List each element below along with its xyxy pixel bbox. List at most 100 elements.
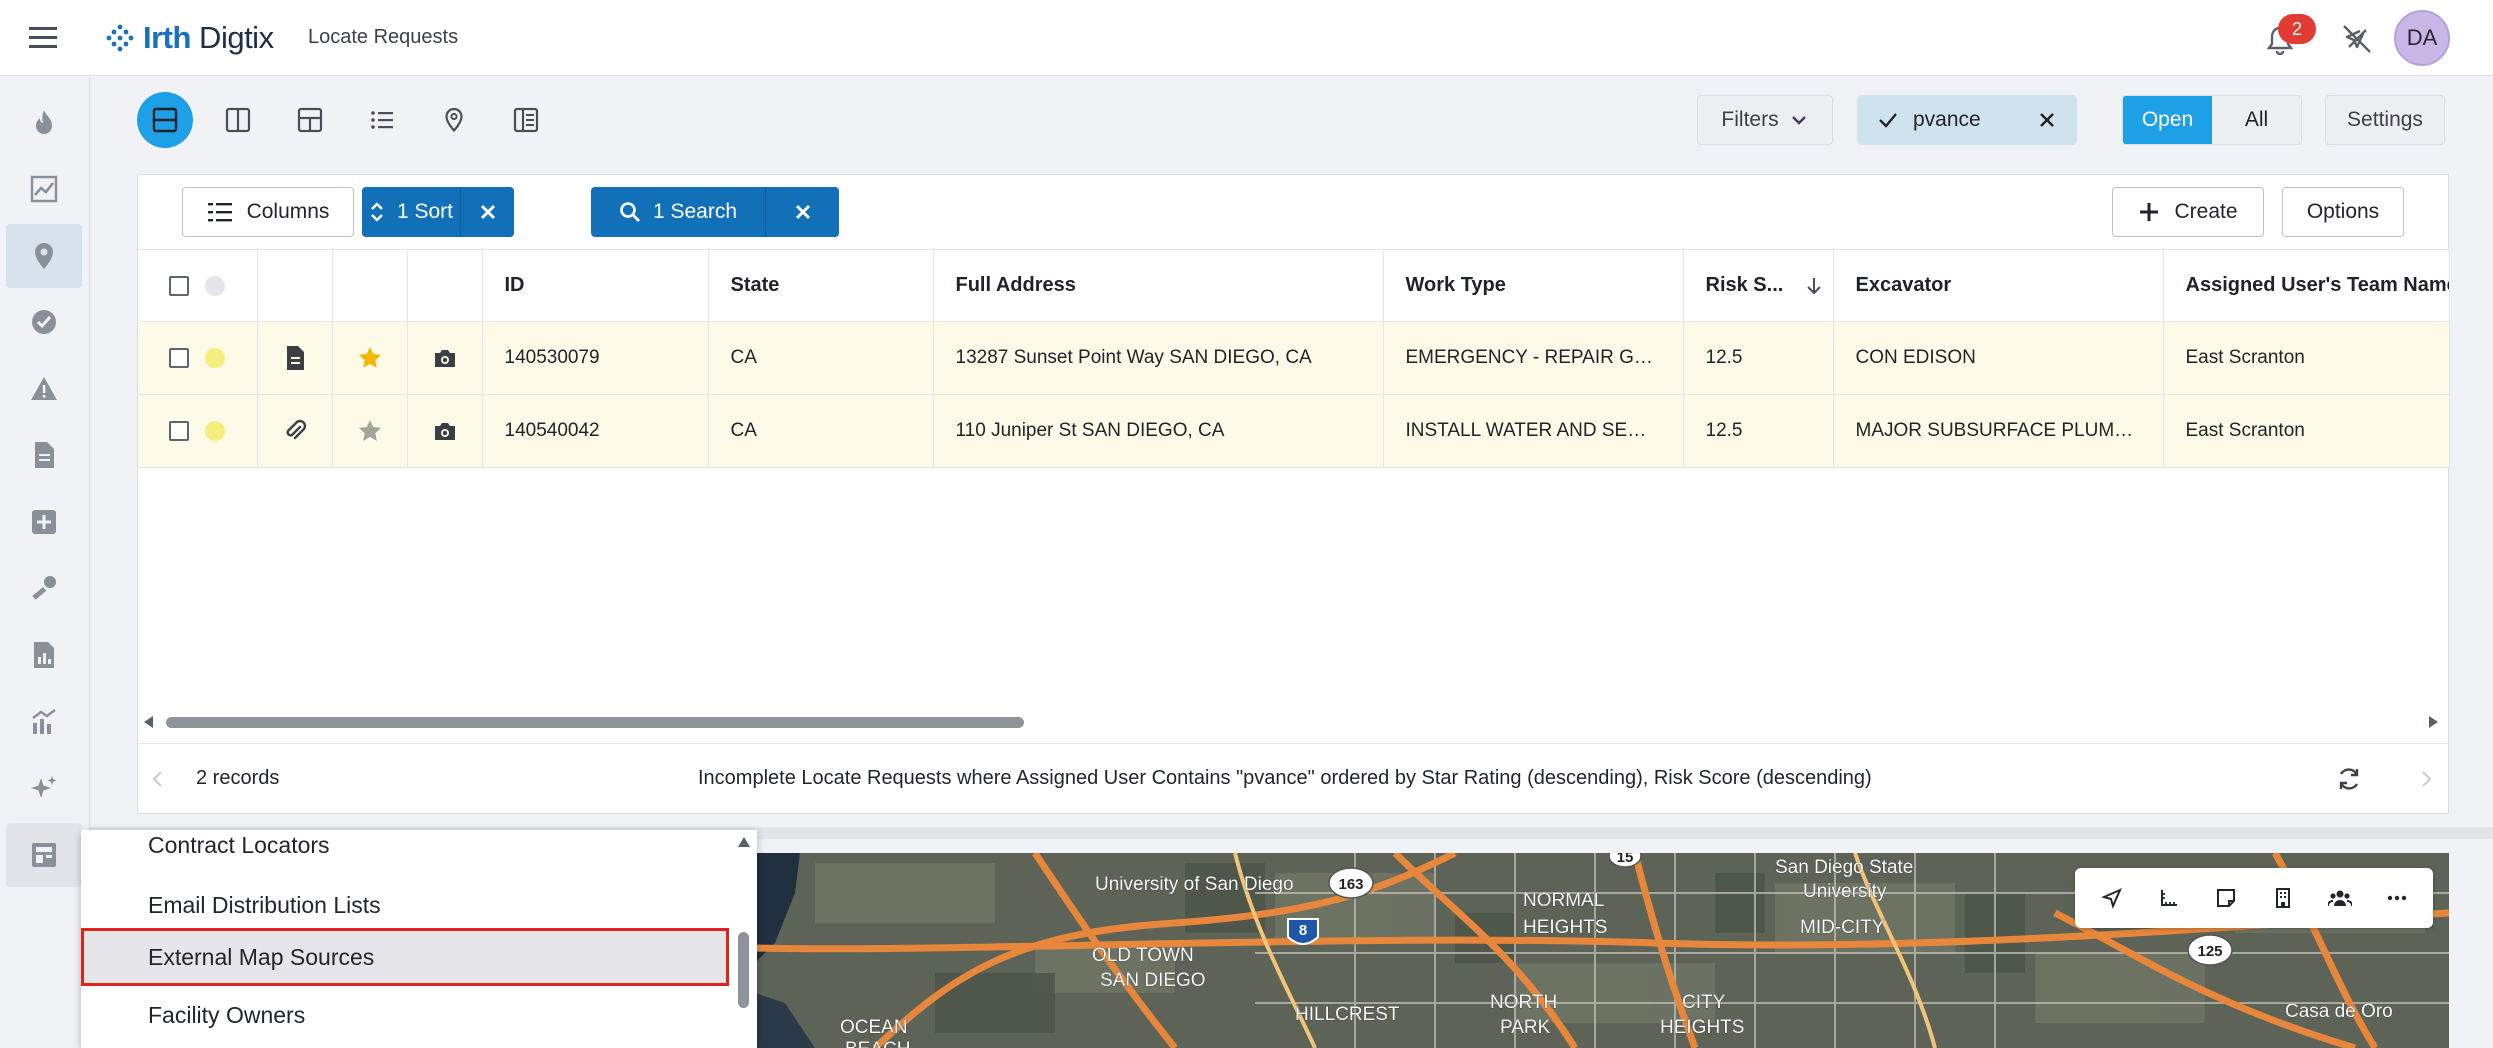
cell-address[interactable]: 13287 Sunset Point Way SAN DIEGO, CA <box>933 321 1384 395</box>
open-toggle-button[interactable]: Open <box>2123 96 2212 144</box>
group-icon[interactable] <box>2320 878 2360 918</box>
rail-trend-chart-icon[interactable] <box>6 157 82 221</box>
photo-column-header[interactable] <box>407 249 483 322</box>
row-checkbox[interactable] <box>169 421 190 441</box>
column-header-risk-score[interactable]: Risk S... <box>1683 249 1834 322</box>
clear-sort-button[interactable] <box>461 187 514 237</box>
cell-excavator[interactable]: MAJOR SUBSURFACE PLUMBI... <box>1833 394 2164 468</box>
rail-locate-requests-icon[interactable] <box>6 224 82 288</box>
rail-fire-icon[interactable] <box>6 91 82 155</box>
rail-bar-report-icon[interactable] <box>6 623 82 687</box>
cell-state[interactable]: CA <box>708 321 934 395</box>
menu-item-contract-locators[interactable]: Contract Locators <box>148 831 330 858</box>
cell-address[interactable]: 110 Juniper St SAN DIEGO, CA <box>933 394 1384 468</box>
photo-cell[interactable] <box>407 394 483 468</box>
star-column-header[interactable] <box>332 249 408 322</box>
location-off-icon[interactable] <box>2338 20 2376 58</box>
filters-button[interactable]: Filters <box>1697 95 1833 145</box>
prev-page-icon[interactable] <box>150 770 166 788</box>
refresh-icon[interactable] <box>2336 766 2362 792</box>
close-icon <box>480 204 495 220</box>
table-row[interactable]: 140530079 CA 13287 Sunset Point Way SAN … <box>138 321 2450 395</box>
rail-document-icon[interactable] <box>6 423 82 487</box>
brand-logo[interactable]: Irth Digtix <box>105 18 274 58</box>
search-button[interactable]: 1 Search <box>591 187 765 237</box>
scroll-up-icon[interactable] <box>737 836 751 848</box>
map-view-button[interactable] <box>426 92 482 148</box>
row-checkbox[interactable] <box>169 348 190 368</box>
quad-view-button[interactable] <box>282 92 338 148</box>
attachment-cell[interactable] <box>257 394 333 468</box>
next-page-icon[interactable] <box>2418 770 2434 788</box>
cell-id[interactable]: 140530079 <box>482 321 709 395</box>
rail-tools-icon[interactable] <box>6 557 82 621</box>
map-label: SAN DIEGO <box>1100 970 1206 991</box>
rail-sparkle-icon[interactable] <box>6 757 82 821</box>
attachment-cell[interactable] <box>257 321 333 395</box>
cell-team-name[interactable]: East Scranton <box>2163 394 2450 468</box>
map-label: MID-CITY <box>1800 917 1885 938</box>
measure-icon[interactable] <box>2149 878 2189 918</box>
user-filter-chip[interactable]: pvance <box>1857 95 2077 145</box>
table-row[interactable]: 140540042 CA 110 Juniper St SAN DIEGO, C… <box>138 394 2450 468</box>
rail-admin-icon[interactable] <box>6 823 82 887</box>
columns-icon <box>207 203 232 222</box>
building-icon[interactable] <box>2263 878 2303 918</box>
star-cell[interactable] <box>332 394 408 468</box>
menu-icon[interactable] <box>26 22 60 54</box>
search-divider <box>765 187 766 237</box>
cell-work-type[interactable]: EMERGENCY - REPAIR GAS ... <box>1383 321 1684 395</box>
column-header-team-name[interactable]: Assigned User's Team Name <box>2163 249 2450 322</box>
rail-check-circle-icon[interactable] <box>6 290 82 354</box>
create-button[interactable]: Create <box>2112 187 2264 237</box>
sort-button[interactable]: 1 Sort <box>362 187 460 237</box>
list-view-button[interactable] <box>354 92 410 148</box>
detail-view-button[interactable] <box>498 92 554 148</box>
column-header-excavator[interactable]: Excavator <box>1833 249 2164 322</box>
brand-name: Irth Digtix <box>143 20 274 55</box>
map-label: San Diego State <box>1775 857 1913 878</box>
menu-item-email-distribution-lists[interactable]: Email Distribution Lists <box>148 891 381 918</box>
scroll-left-icon[interactable] <box>142 715 156 729</box>
menu-item-external-map-sources[interactable]: External Map Sources <box>81 928 729 986</box>
clear-search-button[interactable] <box>766 187 839 237</box>
scroll-right-icon[interactable] <box>2426 715 2440 729</box>
more-icon[interactable] <box>2377 878 2417 918</box>
photo-cell[interactable] <box>407 321 483 395</box>
settings-button[interactable]: Settings <box>2325 95 2445 145</box>
column-header-state[interactable]: State <box>708 249 934 322</box>
rail-analytics-icon[interactable] <box>6 690 82 754</box>
rail-warning-icon[interactable] <box>6 357 82 421</box>
horizontal-scroll-thumb[interactable] <box>166 717 1024 728</box>
cell-excavator[interactable]: CON EDISON <box>1833 321 2164 395</box>
all-toggle-button[interactable]: All <box>2244 108 2269 131</box>
cell-work-type[interactable]: INSTALL WATER AND SEWER <box>1383 394 1684 468</box>
column-header-work-type[interactable]: Work Type <box>1383 249 1684 322</box>
note-icon[interactable] <box>2206 878 2246 918</box>
columns-label: Columns <box>246 200 330 223</box>
split-horizontal-view-button[interactable] <box>137 92 193 148</box>
select-all-checkbox[interactable] <box>169 275 190 296</box>
dropdown-scrollbar[interactable] <box>731 830 757 1048</box>
cell-risk-score[interactable]: 12.5 <box>1683 321 1834 395</box>
columns-button[interactable]: Columns <box>182 187 354 237</box>
sort-label: 1 Sort <box>396 200 454 223</box>
close-icon[interactable] <box>2037 110 2057 130</box>
cell-id[interactable]: 140540042 <box>482 394 709 468</box>
attachments-column-header[interactable] <box>257 249 333 322</box>
cell-state[interactable]: CA <box>708 394 934 468</box>
dropdown-scroll-thumb[interactable] <box>738 932 749 1008</box>
cell-team-name[interactable]: East Scranton <box>2163 321 2450 395</box>
cell-risk-score[interactable]: 12.5 <box>1683 394 1834 468</box>
star-cell[interactable] <box>332 321 408 395</box>
split-vertical-view-button[interactable] <box>210 92 266 148</box>
options-button[interactable]: Options <box>2282 187 2404 237</box>
user-avatar[interactable]: DA <box>2394 10 2450 66</box>
column-header-full-address[interactable]: Full Address <box>933 249 1384 322</box>
navigate-icon[interactable] <box>2092 878 2132 918</box>
column-header-id[interactable]: ID <box>482 249 709 322</box>
horizontal-scrollbar[interactable] <box>138 711 2449 733</box>
rail-plus-box-icon[interactable] <box>6 490 82 554</box>
menu-item-facility-owners[interactable]: Facility Owners <box>148 1001 306 1028</box>
risk-score-header-label: Risk S... <box>1705 274 1784 296</box>
